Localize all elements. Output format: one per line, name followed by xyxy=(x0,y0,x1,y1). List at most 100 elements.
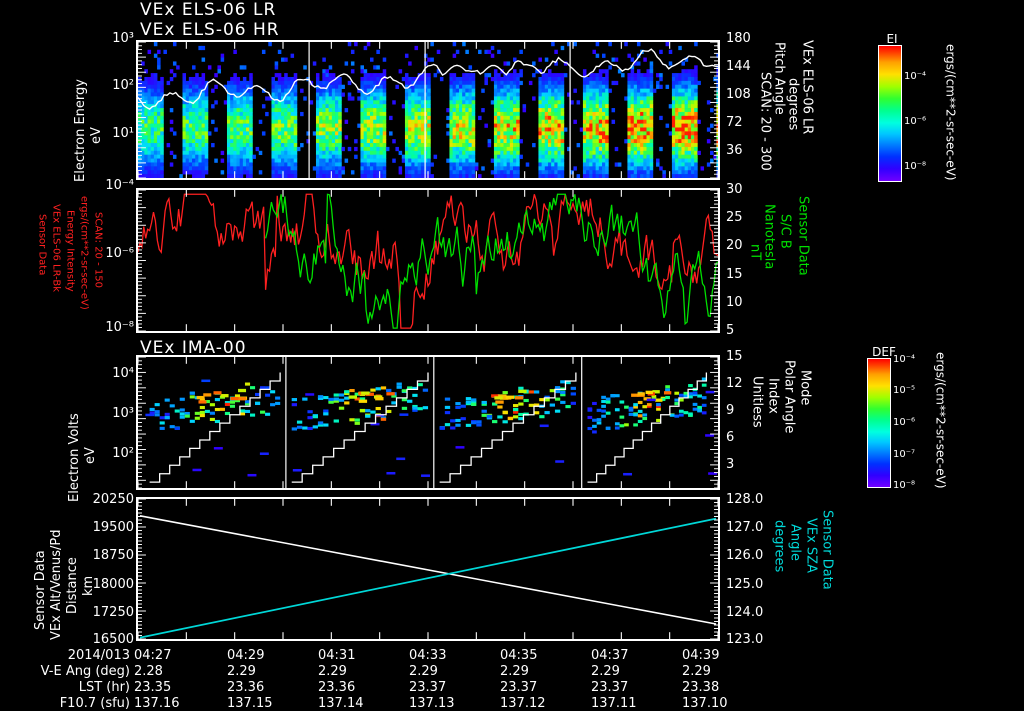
panel1-ytick-2: 10¹ xyxy=(112,126,134,141)
footer-cell-r1-c2: 2.29 xyxy=(318,664,347,679)
panel-els-spectrogram[interactable] xyxy=(136,40,720,180)
footer-cell-r3-c2: 137.14 xyxy=(318,696,364,711)
panel3-y2label-line1: Mode xyxy=(797,370,813,406)
colorbar-def xyxy=(867,358,891,488)
panel3-y2tick-2: 9 xyxy=(726,403,735,418)
panel3-ytick-1: 10³ xyxy=(112,406,134,421)
panel-energy-intensity-b[interactable] xyxy=(136,188,720,333)
panel1-y2label-line2: degrees xyxy=(785,78,801,131)
panel3-ytick-2: 10² xyxy=(112,446,134,461)
footer-cell-r0-c3: 04:33 xyxy=(409,648,447,663)
panel1-y2tick-2: 108 xyxy=(726,87,751,102)
panel2-ytick-0: 10⁻⁴ xyxy=(105,178,134,193)
colorbar-ei-tick-2: 10⁻⁸ xyxy=(904,161,927,172)
footer-row-label-0: 2014/013 xyxy=(67,648,130,663)
footer-cell-r1-c0: 2.28 xyxy=(134,664,163,679)
panel2-y2label-line4: nT xyxy=(747,244,763,261)
panel1-y2tick-1: 144 xyxy=(726,59,751,74)
footer-cell-r2-c5: 23.37 xyxy=(591,680,629,695)
panel2-label-line5: SCAN: 20 - 150 xyxy=(92,212,104,288)
panel-ima-spectrogram[interactable] xyxy=(136,355,720,490)
panel3-plot xyxy=(138,357,718,488)
footer-cell-r1-c1: 2.29 xyxy=(227,664,256,679)
colorbar-def-title: DEF xyxy=(872,345,896,359)
panel4-y2tick-5: 123.0 xyxy=(726,632,764,647)
panel2-y2tick-3: 15 xyxy=(726,267,743,282)
footer-cell-r3-c0: 137.16 xyxy=(134,696,180,711)
panel4-y2label-line4: degrees xyxy=(771,520,787,573)
colorbar-def-tick-1: 10⁻⁵ xyxy=(893,385,916,396)
panel4-y2label-line1: Sensor Data xyxy=(819,510,835,590)
panel3-title: VEx IMA-00 xyxy=(140,338,247,358)
panel2-y2label-line3: Nanotesla xyxy=(761,204,777,270)
panel1-title-lr: VEx ELS-06 LR xyxy=(140,0,277,20)
footer-cell-r1-c5: 2.29 xyxy=(591,664,620,679)
panel4-y2tick-4: 124.0 xyxy=(726,605,764,620)
panel4-y2label-line3: Angle xyxy=(787,524,803,561)
footer-cell-r2-c6: 23.38 xyxy=(682,680,720,695)
panel4-ytick-2: 18750 xyxy=(92,548,134,563)
panel2-y2tick-4: 10 xyxy=(726,295,743,310)
colorbar-def-tick-2: 10⁻⁶ xyxy=(893,417,916,428)
footer-row-label-2: LST (hr) xyxy=(78,680,130,695)
panel2-ytick-1: 10⁻⁶ xyxy=(105,246,134,261)
footer-cell-r3-c1: 137.15 xyxy=(227,696,273,711)
footer-cell-r0-c6: 04:39 xyxy=(682,648,720,663)
footer-cell-r1-c4: 2.29 xyxy=(500,664,529,679)
footer-cell-r2-c3: 23.37 xyxy=(409,680,447,695)
footer-cell-r0-c1: 04:29 xyxy=(227,648,265,663)
panel3-y2tick-0: 15 xyxy=(726,349,743,364)
panel3-y2label-line2: Polar Angle xyxy=(781,360,797,434)
panel2-y2tick-5: 5 xyxy=(726,323,735,338)
panel1-y2tick-4: 36 xyxy=(726,143,743,158)
footer-cell-r1-c3: 2.29 xyxy=(409,664,438,679)
footer-cell-r3-c6: 137.10 xyxy=(682,696,728,711)
footer-cell-r2-c0: 23.35 xyxy=(134,680,172,695)
panel4-ytick-5: 16500 xyxy=(92,632,134,647)
panel4-y2tick-2: 126.0 xyxy=(726,548,764,563)
panel3-y2tick-1: 12 xyxy=(726,376,743,391)
panel1-ytick-0: 10³ xyxy=(112,31,134,46)
colorbar-ei xyxy=(878,45,902,182)
panel4-plot xyxy=(138,499,718,639)
panel2-label-line4: ergs/(cm**2-sr-sec-eV) xyxy=(78,196,90,310)
panel1-ytick-1: 10² xyxy=(112,78,134,93)
panel1-y2-sensor: VEx ELS-06 LR xyxy=(799,40,815,135)
panel2-plot xyxy=(138,190,718,331)
panel3-ylabel-line1: Electron Volts xyxy=(67,413,82,502)
panel3-ytick-0: 10⁴ xyxy=(112,366,134,381)
panel2-y2tick-1: 25 xyxy=(726,210,743,225)
panel2-ytick-2: 10⁻⁸ xyxy=(105,320,134,335)
footer-cell-r0-c0: 04:27 xyxy=(134,648,172,663)
panel4-label-line3: Distance xyxy=(65,557,80,614)
footer-cell-r0-c4: 04:35 xyxy=(500,648,538,663)
panel4-y2tick-3: 125.0 xyxy=(726,577,764,592)
footer-row-label-1: V-E Ang (deg) xyxy=(40,664,130,679)
panel1-y2tick-0: 180 xyxy=(726,31,751,46)
panel1-title-hr: VEx ELS-06 HR xyxy=(140,20,280,40)
colorbar-ei-tick-0: 10⁻⁴ xyxy=(904,71,927,82)
colorbar-ei-tick-1: 10⁻⁶ xyxy=(904,116,927,127)
colorbar-ei-units: ergs/(cm**2-sr-sec-eV) xyxy=(943,44,958,181)
footer-cell-r0-c5: 04:37 xyxy=(591,648,629,663)
panel3-y2label-line4: Unitless xyxy=(749,376,765,428)
panel1-y2label-line1: Pitch Angle xyxy=(771,42,787,115)
footer-cell-r3-c5: 137.11 xyxy=(591,696,637,711)
panel1-y2tick-3: 72 xyxy=(726,115,743,130)
footer-cell-r1-c6: 2.29 xyxy=(682,664,711,679)
panel-altitude-sza[interactable] xyxy=(136,497,720,641)
panel3-y2tick-3: 6 xyxy=(726,430,735,445)
footer-cell-r2-c4: 23.37 xyxy=(500,680,538,695)
panel2-y2label-line2: S/C B xyxy=(777,214,793,249)
panel4-ytick-1: 19500 xyxy=(92,520,134,535)
colorbar-def-tick-0: 10⁻⁴ xyxy=(893,354,916,365)
footer-cell-r0-c2: 04:31 xyxy=(318,648,356,663)
footer-row-label-3: F10.7 (sfu) xyxy=(59,696,130,711)
panel4-ytick-3: 18000 xyxy=(92,577,134,592)
panel1-ylabel-line1: Electron Energy xyxy=(73,79,88,182)
panel4-ytick-4: 17250 xyxy=(92,605,134,620)
panel4-ytick-0: 20250 xyxy=(92,492,134,507)
colorbar-def-tick-3: 10⁻⁷ xyxy=(893,449,916,460)
footer-cell-r3-c3: 137.13 xyxy=(409,696,455,711)
